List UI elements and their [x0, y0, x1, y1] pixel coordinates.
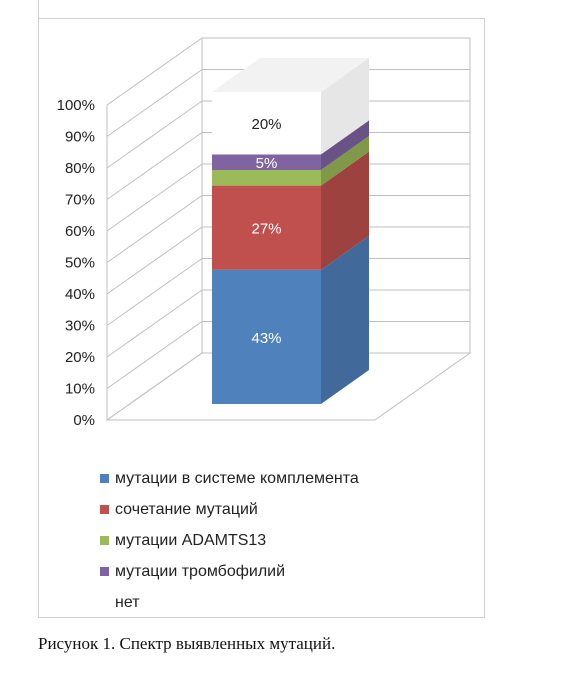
y-tick-label: 0% [73, 412, 95, 429]
y-tick-label: 70% [65, 192, 95, 209]
y-tick-label: 30% [65, 318, 95, 335]
gridline-side [106, 321, 203, 389]
bar-segment-side [321, 235, 369, 404]
legend-label: сочетание мутаций [115, 500, 258, 518]
left-rule [38, 0, 39, 18]
bar-stack [212, 58, 369, 404]
gridline-side [106, 226, 203, 295]
gridline-side [106, 132, 203, 200]
data-label: 43% [251, 330, 281, 347]
y-axis-ticks: 0% 10% 20% 30% 40% 50% 60% 70% 80% 90% 100% [57, 97, 95, 429]
gridline-side [106, 37, 203, 106]
y-tick-label: 90% [65, 129, 95, 146]
legend-item: мутации тромбофилий [100, 556, 359, 587]
y-tick-label: 50% [65, 255, 95, 272]
legend-label: нет [115, 593, 140, 611]
legend-item: мутации ADAMTS13 [100, 525, 359, 556]
bar-segment-front [212, 92, 321, 155]
legend-swatch [100, 567, 109, 576]
figure-frame [38, 18, 485, 618]
data-labels: 43% 27% 5% 20% [251, 116, 281, 347]
bar-segment-front [212, 269, 321, 404]
legend-swatch [100, 598, 109, 607]
y-tick-label: 20% [65, 349, 95, 366]
legend-item: мутации в системе комплемента [100, 463, 359, 494]
legend-label: мутации тромбофилий [115, 562, 286, 580]
y-tick-label: 10% [65, 381, 95, 398]
legend-swatch [100, 536, 109, 545]
gridline-side [106, 100, 203, 169]
bar-segment-front [212, 154, 321, 170]
data-label: 20% [251, 116, 281, 133]
gridline-side [106, 289, 203, 358]
gridline-side [106, 195, 203, 263]
legend-label: мутации ADAMTS13 [115, 531, 267, 549]
bar-segment-side [321, 120, 369, 170]
data-label: 27% [251, 221, 281, 238]
y-tick-label: 100% [57, 97, 95, 114]
legend-label: мутации в системе комплемента [115, 469, 359, 487]
data-label: 5% [256, 155, 278, 172]
bar-segment-side [321, 136, 369, 186]
bar-segment-side [321, 58, 369, 155]
y-tick-label: 80% [65, 160, 95, 177]
gridline-side [106, 352, 203, 421]
y-tick-label: 40% [65, 286, 95, 303]
legend-item: нет [100, 587, 359, 618]
bar-segment-front [212, 170, 321, 186]
gridline-side [106, 163, 203, 232]
legend-swatch [100, 505, 109, 514]
legend: мутации в системе комплемента сочетание м… [100, 463, 359, 618]
gridline-side [106, 258, 203, 326]
bar-segment-front [212, 185, 321, 270]
bar-segment-side [321, 151, 369, 270]
legend-swatch [100, 474, 109, 483]
gridline-side [106, 69, 203, 137]
legend-item: сочетание мутаций [100, 494, 359, 525]
bar-segment-top [212, 58, 369, 92]
y-tick-label: 60% [65, 223, 95, 240]
figure-caption: Рисунок 1. Спектр выявленных мутаций. [38, 634, 336, 653]
